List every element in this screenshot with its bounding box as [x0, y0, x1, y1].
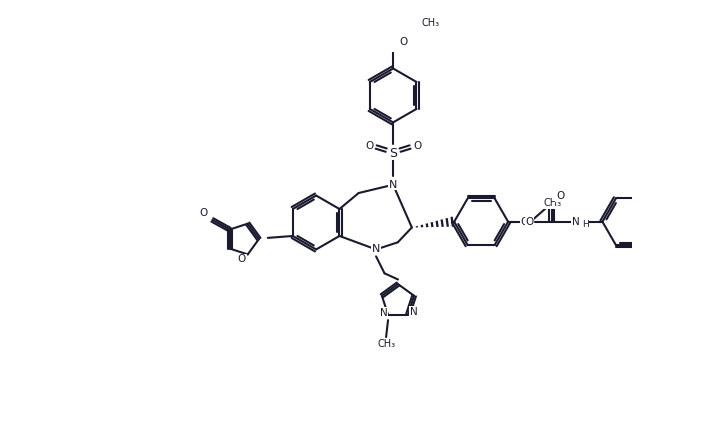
Text: O: O	[413, 141, 421, 151]
Text: CH₃: CH₃	[544, 198, 562, 208]
Text: O: O	[520, 217, 529, 227]
Text: O: O	[525, 217, 533, 227]
Text: O: O	[556, 191, 564, 201]
Text: N: N	[410, 307, 418, 317]
Text: O: O	[200, 208, 208, 218]
Text: CH₃: CH₃	[421, 18, 439, 28]
Text: N: N	[571, 217, 579, 227]
Text: O: O	[238, 254, 246, 264]
Text: O: O	[399, 37, 408, 48]
Text: N: N	[389, 180, 397, 190]
Text: S: S	[389, 146, 397, 160]
Text: O: O	[365, 141, 373, 151]
Text: N: N	[372, 245, 380, 255]
Text: N: N	[380, 308, 387, 318]
Text: CH₃: CH₃	[377, 339, 395, 349]
Text: H: H	[582, 220, 589, 229]
